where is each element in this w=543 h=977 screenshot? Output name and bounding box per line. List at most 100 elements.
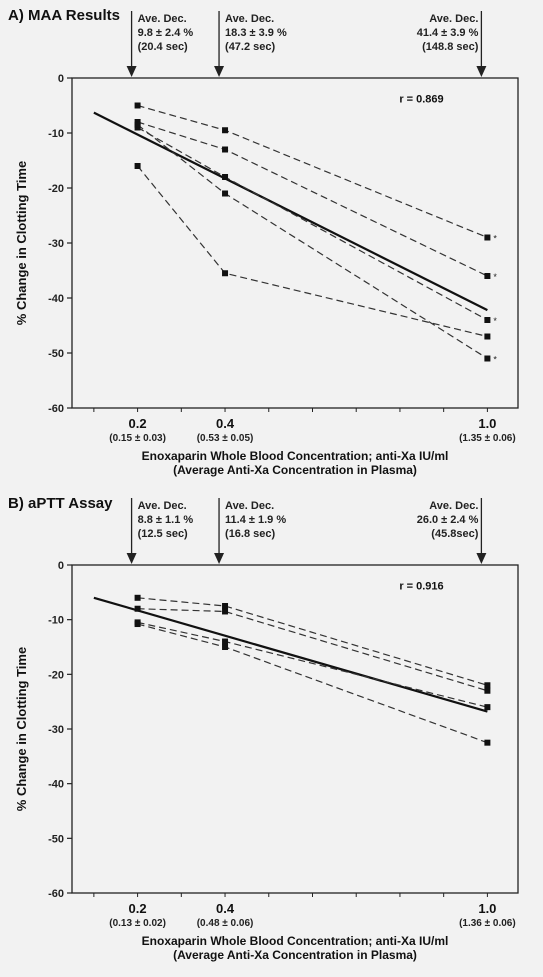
x-tick-sublabel: (1.36 ± 0.06): [459, 918, 516, 929]
x-tick-label: 0.2: [129, 901, 147, 916]
annotation-text: (20.4 sec): [138, 41, 188, 53]
correlation-label: r = 0.869: [399, 94, 443, 106]
data-point: [484, 682, 491, 689]
down-arrow-icon: [476, 553, 487, 564]
y-tick-label: -40: [48, 779, 64, 791]
annotation-text: 11.4 ± 1.9 %: [225, 514, 286, 526]
series-line: [137, 104, 488, 239]
series-line: [137, 121, 488, 277]
significance-marker: *: [493, 272, 497, 282]
average-decrease-annotation: Ave. Dec. 18.3 ± 3.9 % (47.2 sec): [214, 11, 287, 77]
data-point: [484, 234, 491, 241]
down-arrow-icon: [126, 553, 137, 564]
series-line: [137, 623, 488, 744]
data-series: *: [134, 119, 497, 282]
chart-title: A) MAA Results: [8, 7, 120, 24]
x-axis-label-secondary: (Average Anti-Xa Concentration in Plasma…: [173, 948, 417, 962]
y-axis-label: % Change in Clotting Time: [14, 647, 29, 811]
annotation-text: (16.8 sec): [225, 528, 275, 540]
down-arrow-icon: [126, 66, 137, 77]
annotation-text: (45.8sec): [431, 528, 478, 540]
data-series: [134, 605, 491, 694]
data-point: [484, 355, 491, 362]
significance-marker: *: [493, 355, 497, 365]
y-tick-label: -20: [48, 183, 64, 195]
chart-panel-1: A) MAA Results 0 -10 -20 -30 -40 -50 -60 0.2 (0.1…: [8, 7, 519, 477]
data-series: *: [134, 121, 497, 365]
data-point: [134, 605, 141, 612]
annotation-text: 41.4 ± 3.9 %: [417, 27, 479, 39]
x-tick-label: 0.4: [216, 416, 235, 431]
y-tick-label: 0: [58, 560, 64, 572]
down-arrow-icon: [214, 66, 225, 77]
annotation-text: 26.0 ± 2.4 %: [417, 514, 479, 526]
data-point: [484, 317, 491, 323]
data-point: [222, 638, 229, 645]
annotation-text: Ave. Dec.: [225, 500, 274, 512]
down-arrow-icon: [214, 553, 225, 564]
data-point: [222, 146, 229, 153]
x-axis-label: Enoxaparin Whole Blood Concentration; an…: [142, 934, 449, 948]
y-tick-label: -30: [48, 724, 64, 736]
data-point: [484, 739, 491, 746]
average-decrease-annotation: Ave. Dec. 8.8 ± 1.1 % (12.5 sec): [126, 498, 194, 564]
data-point: [134, 121, 141, 128]
significance-marker: *: [493, 316, 497, 326]
data-point: [222, 174, 229, 180]
y-tick-label: -30: [48, 238, 64, 250]
average-decrease-annotation: Ave. Dec. 9.8 ± 2.4 % (20.4 sec): [126, 11, 194, 77]
data-point: [134, 594, 141, 601]
annotation-text: (12.5 sec): [138, 528, 188, 540]
x-tick-label: 1.0: [478, 416, 496, 431]
y-tick-label: -40: [48, 293, 64, 305]
annotation-text: (148.8 sec): [422, 41, 479, 53]
down-arrow-icon: [476, 66, 487, 77]
chart-panel-2: B) aPTT Assay 0 -10 -20 -30 -40 -50 -60 0.2 (0.13…: [8, 495, 519, 962]
annotation-text: 8.8 ± 1.1 %: [138, 514, 194, 526]
y-tick-label: -10: [48, 615, 64, 627]
x-tick-sublabel: (0.53 ± 0.05): [197, 433, 254, 444]
data-point: [484, 687, 491, 694]
data-series: [134, 621, 491, 746]
annotation-text: 18.3 ± 3.9 %: [225, 27, 287, 39]
chart-title: B) aPTT Assay: [8, 495, 113, 512]
annotation-text: Ave. Dec.: [429, 13, 478, 25]
data-point: [134, 102, 141, 109]
y-tick-label: -10: [48, 128, 64, 140]
significance-marker: *: [493, 234, 497, 244]
annotation-text: Ave. Dec.: [138, 500, 187, 512]
y-axis-label: % Change in Clotting Time: [14, 161, 29, 325]
x-tick-label: 0.4: [216, 901, 235, 916]
series-line: [137, 597, 488, 686]
annotation-text: Ave. Dec.: [138, 13, 187, 25]
annotation-text: Ave. Dec.: [225, 13, 274, 25]
data-series: *: [134, 102, 497, 244]
y-tick-label: -50: [48, 833, 64, 845]
series-line: [137, 608, 488, 692]
data-point: [222, 127, 229, 134]
series-line: [137, 126, 488, 321]
y-tick-label: -50: [48, 348, 64, 360]
data-point: [222, 603, 229, 609]
data-point: [222, 608, 229, 615]
data-point: [484, 704, 491, 711]
annotation-text: (47.2 sec): [225, 41, 275, 53]
annotation-text: 9.8 ± 2.4 %: [138, 27, 194, 39]
average-decrease-annotation: Ave. Dec. 11.4 ± 1.9 % (16.8 sec): [214, 498, 286, 564]
data-point: [222, 190, 229, 197]
x-axis-label: Enoxaparin Whole Blood Concentration; an…: [142, 449, 449, 463]
y-tick-label: -60: [48, 403, 64, 415]
data-point: [484, 273, 491, 279]
x-axis-label-secondary: (Average Anti-Xa Concentration in Plasma…: [173, 463, 417, 477]
x-tick-sublabel: (1.35 ± 0.06): [459, 433, 516, 444]
x-tick-label: 0.2: [129, 416, 147, 431]
correlation-label: r = 0.916: [399, 580, 443, 592]
data-point: [222, 270, 229, 277]
y-tick-label: -20: [48, 669, 64, 681]
regression-line: [93, 111, 488, 312]
series-line: [137, 621, 488, 708]
x-tick-label: 1.0: [478, 901, 496, 916]
x-tick-sublabel: (0.48 ± 0.06): [197, 918, 254, 929]
data-series: [134, 163, 491, 340]
